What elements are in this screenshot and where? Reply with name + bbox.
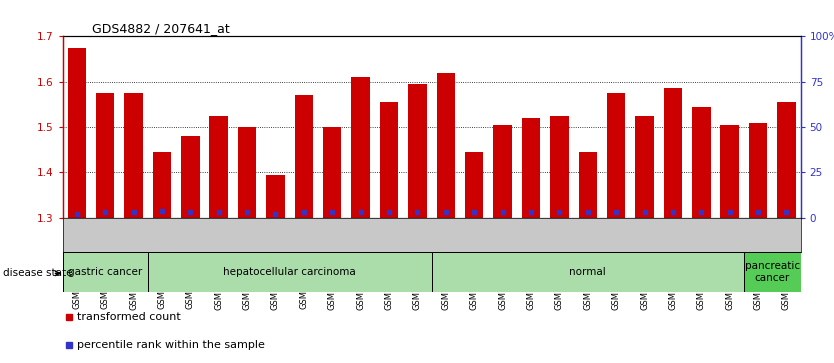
Bar [181,136,199,218]
Bar [63,252,148,292]
Bar [96,93,114,218]
Bar [777,102,796,218]
Text: transformed count: transformed count [77,312,181,322]
Bar [436,73,455,218]
Bar [266,175,284,218]
Bar [579,152,597,218]
Text: GDS4882 / 207641_at: GDS4882 / 207641_at [92,22,230,35]
Text: gastric cancer: gastric cancer [68,267,143,277]
Bar [323,127,341,218]
Bar [744,252,801,292]
Bar [664,89,682,218]
Bar [721,125,739,218]
Bar [351,77,369,218]
Text: percentile rank within the sample: percentile rank within the sample [77,340,265,350]
Bar [550,116,569,218]
Bar [124,93,143,218]
Bar [494,125,512,218]
Text: disease state: disease state [3,268,72,278]
Bar [209,116,228,218]
Bar [408,84,427,218]
Bar [379,102,399,218]
Text: hepatocellular carcinoma: hepatocellular carcinoma [224,267,356,277]
Bar [68,48,86,218]
Bar [465,152,484,218]
Bar [148,252,432,292]
Text: normal: normal [570,267,606,277]
Text: pancreatic
cancer: pancreatic cancer [745,261,800,283]
Bar [432,252,744,292]
Bar [749,123,767,218]
Bar [153,152,171,218]
Bar [607,93,626,218]
Bar [636,116,654,218]
Bar [294,95,313,218]
Bar [522,118,540,218]
Bar [692,107,711,218]
Bar [238,127,256,218]
